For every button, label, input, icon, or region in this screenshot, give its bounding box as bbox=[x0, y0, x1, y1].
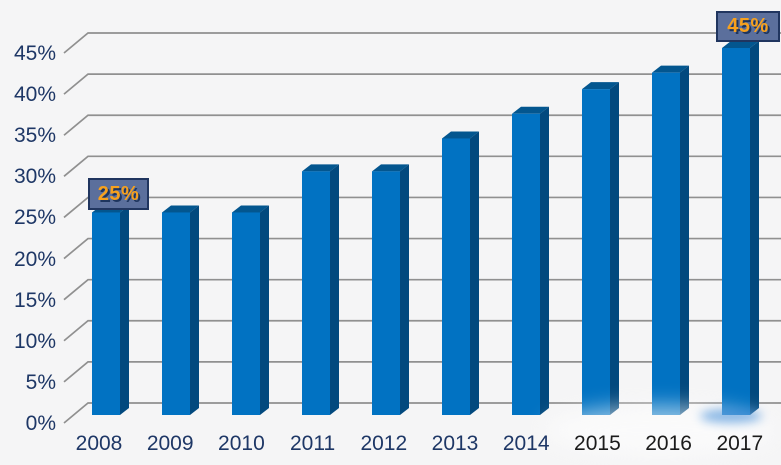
gridline-30pct bbox=[63, 155, 781, 177]
x-axis-label-2010: 2010 bbox=[218, 432, 265, 455]
bar-2014 bbox=[512, 113, 540, 416]
bar-top-2015 bbox=[582, 82, 619, 90]
y-axis-label-0pct: 0% bbox=[25, 412, 56, 435]
bar-2008 bbox=[92, 212, 120, 415]
bar-2015 bbox=[582, 89, 610, 415]
callout-2017-value: 45% bbox=[727, 15, 769, 37]
bar-top-2009 bbox=[162, 205, 199, 213]
callout-2008-value: 25% bbox=[97, 182, 140, 205]
x-axis-label-2017: 2017 bbox=[716, 432, 764, 455]
y-axis-label-10pct: 10% bbox=[13, 329, 56, 353]
bar-top-2012 bbox=[372, 164, 409, 172]
bar-2013 bbox=[442, 138, 470, 415]
y-axis-label-15pct: 15% bbox=[13, 288, 56, 312]
gridline-0pct bbox=[63, 402, 781, 424]
y-axis-label-45pct: 45% bbox=[13, 42, 56, 65]
x-axis-label-2012: 2012 bbox=[360, 432, 408, 455]
bar-side-2011 bbox=[330, 164, 339, 415]
y-axis-label-5pct: 5% bbox=[25, 370, 56, 394]
bar-2011 bbox=[302, 171, 330, 415]
gridline-35pct bbox=[63, 114, 781, 136]
data-callout-2008: 25% bbox=[88, 178, 149, 210]
gridline-5pct bbox=[63, 361, 781, 383]
bar-side-2010 bbox=[260, 205, 269, 415]
y-axis-label-20pct: 20% bbox=[13, 247, 56, 271]
gridline-20pct bbox=[63, 237, 781, 260]
bar-top-2010 bbox=[232, 205, 269, 213]
bar-side-2013 bbox=[470, 131, 479, 415]
bar-2009 bbox=[162, 212, 190, 415]
gridline-15pct bbox=[63, 278, 781, 301]
bar-2012 bbox=[372, 171, 400, 415]
x-axis-label-2011: 2011 bbox=[290, 432, 336, 455]
bar-side-2012 bbox=[400, 164, 409, 415]
bar-side-2016 bbox=[680, 65, 689, 416]
x-axis-label-2009: 2009 bbox=[146, 432, 194, 455]
bar-side-2017 bbox=[750, 41, 759, 415]
gridline-40pct bbox=[63, 73, 781, 95]
bar-top-2014 bbox=[512, 106, 549, 114]
bar-2010 bbox=[232, 212, 260, 415]
data-callout-2017: 45% bbox=[716, 11, 780, 42]
bar-side-2014 bbox=[540, 106, 549, 416]
gridline-45pct bbox=[63, 32, 781, 54]
bar-top-2016 bbox=[652, 65, 689, 73]
y-axis-label-35pct: 35% bbox=[13, 124, 56, 148]
x-axis-label-2008: 2008 bbox=[75, 432, 123, 455]
y-axis-label-30pct: 30% bbox=[13, 165, 56, 189]
gridline-10pct bbox=[63, 319, 781, 342]
x-axis-label-2014: 2014 bbox=[502, 432, 550, 455]
bar-side-2015 bbox=[610, 82, 619, 415]
bar-top-2017 bbox=[722, 41, 759, 48]
y-axis-label-40pct: 40% bbox=[13, 83, 56, 107]
x-axis-label-2016: 2016 bbox=[645, 432, 692, 455]
y-axis-label-25pct: 25% bbox=[13, 206, 56, 230]
x-axis-label-2015: 2015 bbox=[574, 432, 621, 455]
x-axis-label-2013: 2013 bbox=[431, 432, 479, 455]
bar-2016 bbox=[652, 72, 680, 416]
bar-top-2011 bbox=[302, 164, 339, 172]
bar-side-2008 bbox=[120, 205, 129, 415]
bar-2017 bbox=[722, 48, 750, 415]
bar-side-2009 bbox=[190, 205, 199, 415]
bar-top-2013 bbox=[442, 131, 479, 139]
